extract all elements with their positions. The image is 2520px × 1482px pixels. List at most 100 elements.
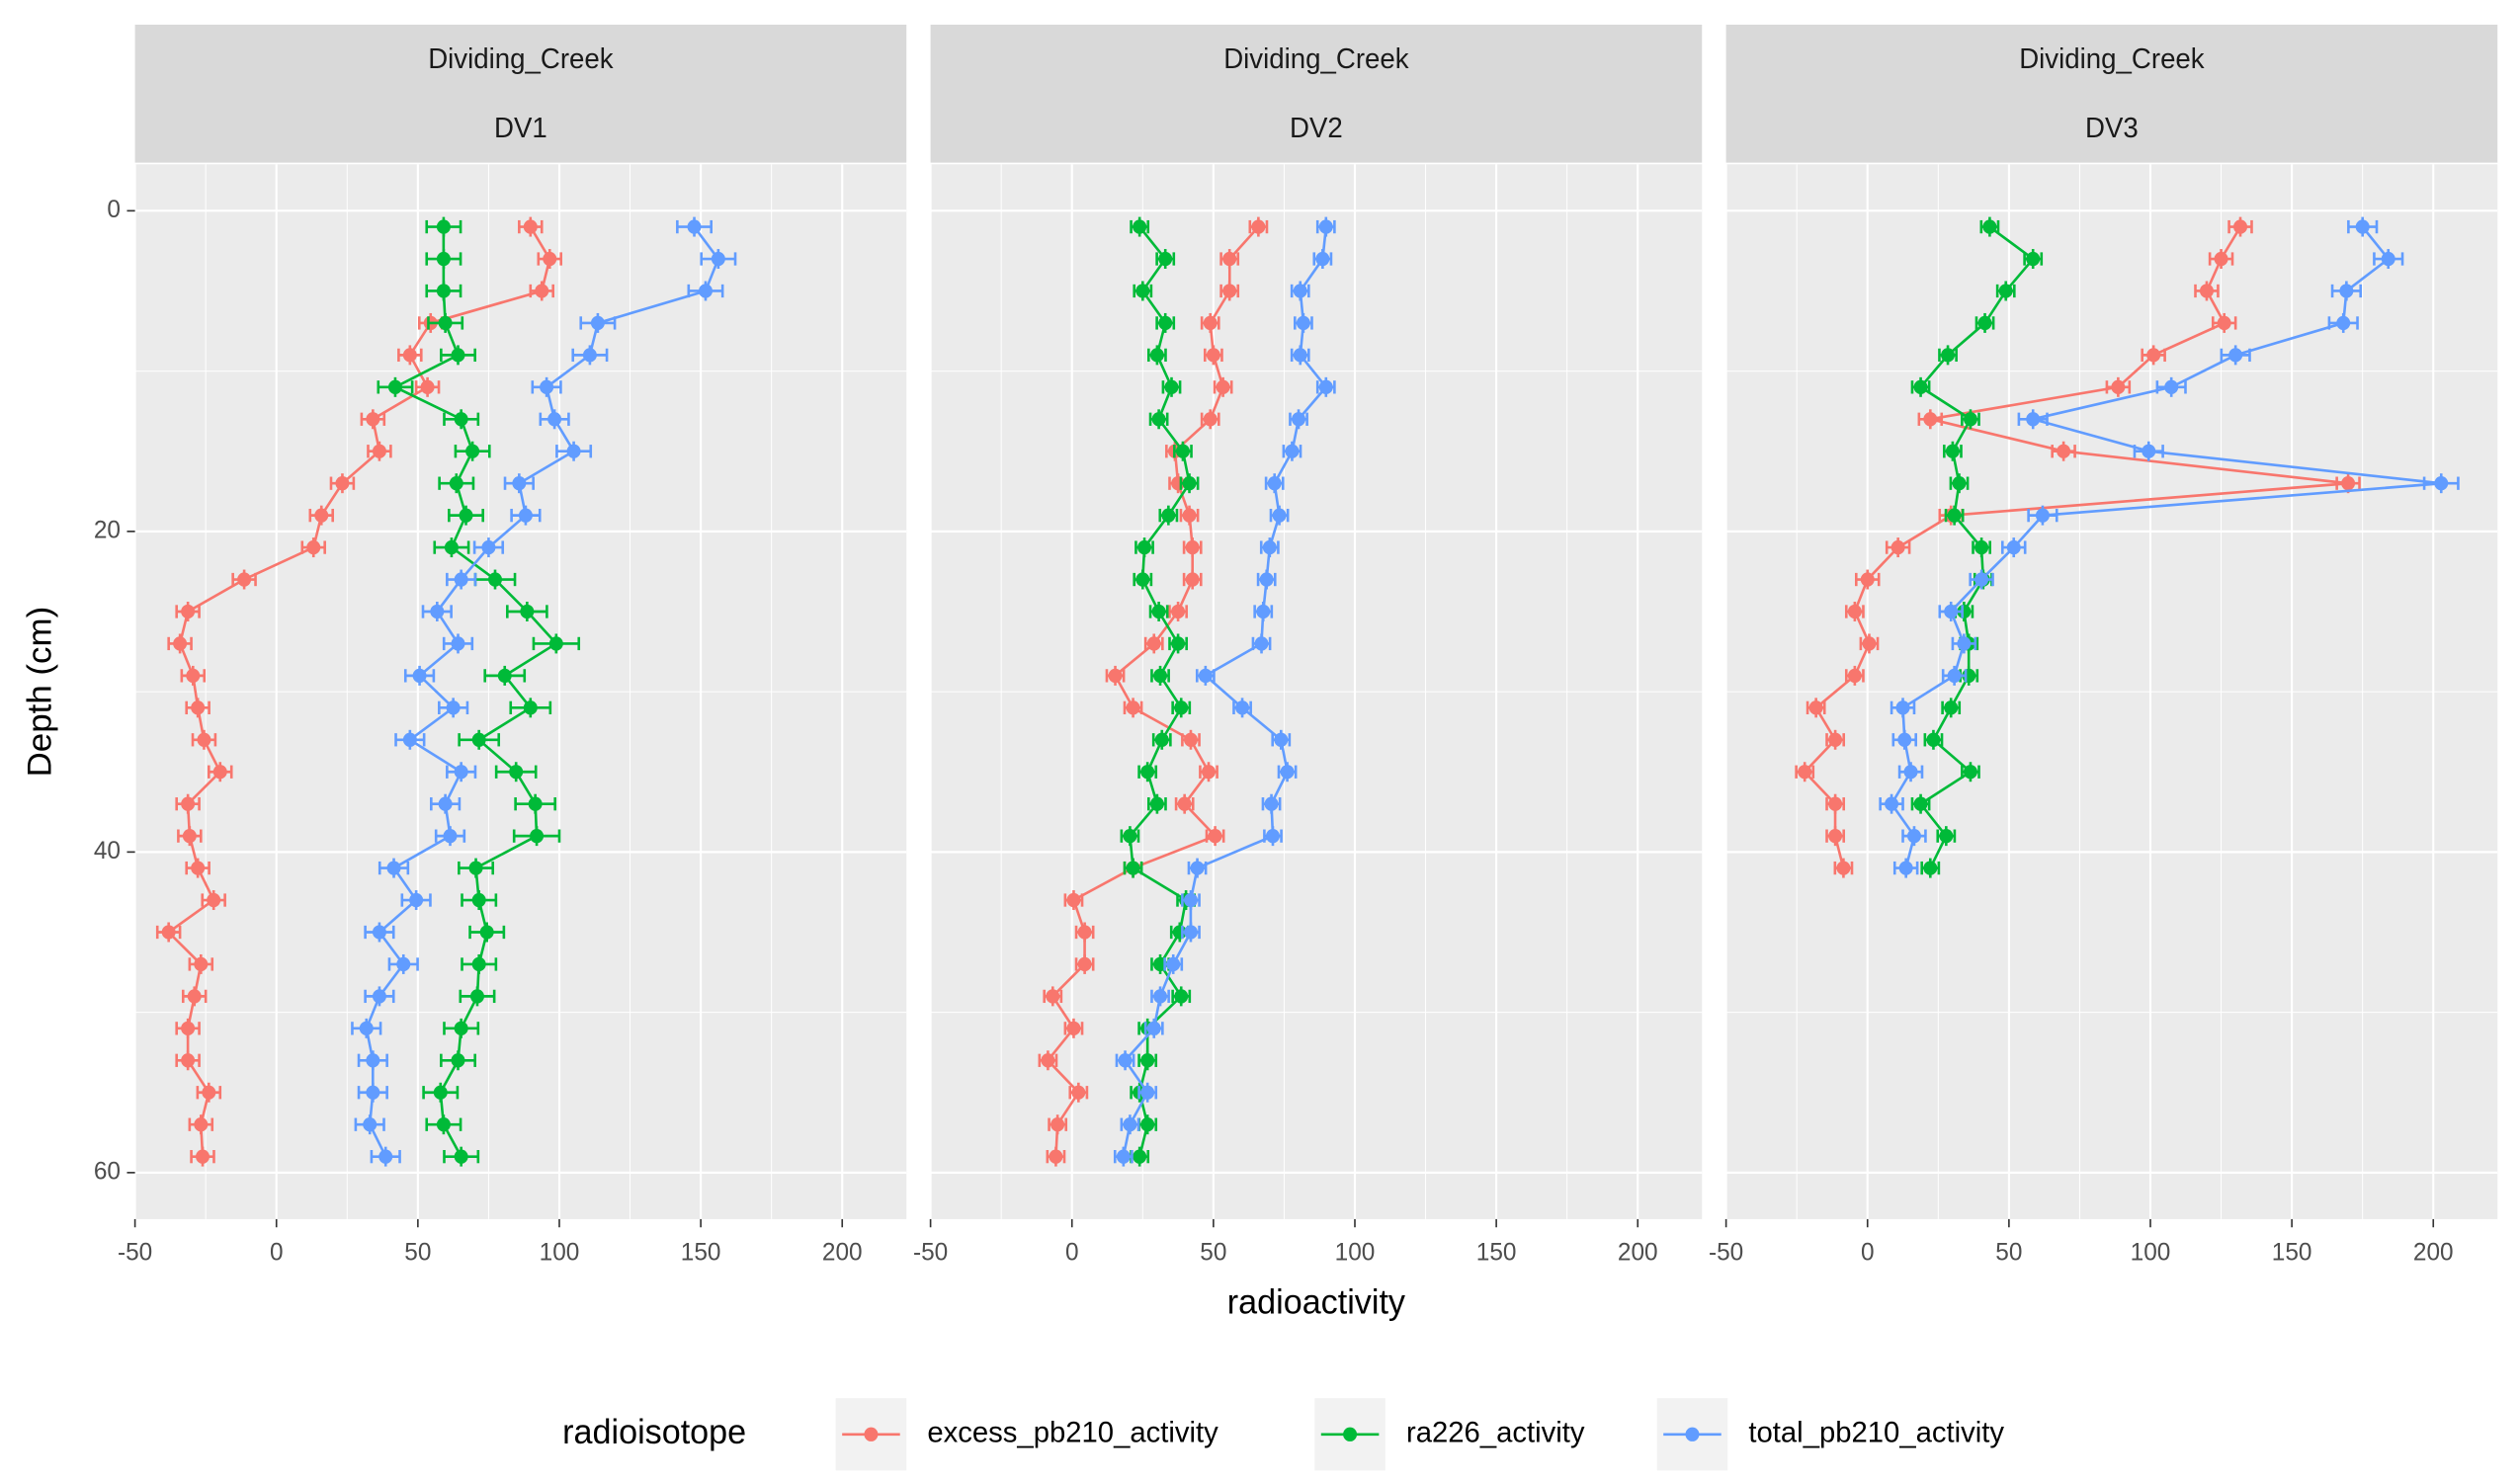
- point: [1140, 1117, 1155, 1132]
- x-tick-label: 50: [1995, 1239, 2022, 1266]
- point: [1828, 828, 1843, 844]
- point: [1798, 765, 1812, 780]
- point: [366, 412, 380, 427]
- point: [436, 284, 451, 298]
- point: [1151, 412, 1166, 427]
- point: [412, 668, 427, 684]
- point: [1133, 1149, 1147, 1164]
- legend-title: radioisotope: [562, 1414, 746, 1451]
- point: [1050, 1117, 1065, 1132]
- point: [438, 315, 453, 331]
- point: [314, 508, 329, 523]
- point: [1166, 956, 1181, 972]
- point: [1066, 892, 1081, 908]
- point: [1963, 765, 1977, 780]
- point: [1174, 989, 1189, 1004]
- point: [1140, 765, 1155, 780]
- point: [543, 251, 557, 267]
- point: [181, 604, 196, 619]
- point: [459, 508, 473, 523]
- point: [451, 636, 465, 651]
- point: [1077, 956, 1092, 972]
- point: [372, 925, 386, 940]
- point: [1847, 668, 1862, 684]
- point: [479, 925, 494, 940]
- point: [1164, 379, 1179, 394]
- point: [1171, 636, 1186, 651]
- point: [1175, 444, 1190, 458]
- point: [1293, 284, 1307, 298]
- legend-key-point: [1685, 1427, 1700, 1441]
- point: [1198, 668, 1213, 684]
- point: [1203, 412, 1218, 427]
- point: [161, 925, 176, 940]
- point: [497, 668, 512, 684]
- y-tick-label: 60: [94, 1158, 121, 1185]
- point: [1923, 861, 1938, 875]
- point: [471, 956, 486, 972]
- point: [1285, 444, 1300, 458]
- point: [481, 539, 496, 555]
- point: [372, 444, 386, 458]
- legend-key-point: [1343, 1427, 1358, 1441]
- point: [430, 604, 445, 619]
- point: [548, 636, 563, 651]
- point: [711, 251, 725, 267]
- point: [1140, 1085, 1155, 1100]
- point: [1903, 765, 1918, 780]
- point: [363, 1117, 378, 1132]
- point: [1895, 700, 1910, 715]
- point: [1926, 732, 1941, 747]
- legend-label: ra226_activity: [1406, 1416, 1585, 1448]
- point: [1860, 572, 1875, 587]
- strip-label: Dividing_Creek: [428, 43, 614, 74]
- point: [1123, 1117, 1137, 1132]
- point: [1146, 636, 1161, 651]
- point: [2339, 284, 2354, 298]
- point: [386, 861, 401, 875]
- point: [1947, 668, 1962, 684]
- point: [1140, 1053, 1155, 1068]
- y-tick-label: 0: [107, 197, 121, 223]
- point: [1222, 284, 1237, 298]
- point: [1183, 925, 1198, 940]
- strip-label: DV1: [494, 113, 547, 143]
- point: [2214, 251, 2228, 267]
- point: [237, 572, 252, 587]
- strip-background: [1725, 24, 2498, 163]
- point: [1828, 732, 1843, 747]
- point: [1318, 219, 1333, 234]
- point: [1293, 348, 1307, 363]
- point: [2233, 219, 2248, 234]
- point: [1123, 828, 1137, 844]
- point: [1183, 732, 1198, 747]
- point: [1153, 989, 1168, 1004]
- point: [202, 1085, 216, 1100]
- point: [1267, 476, 1282, 491]
- x-tick-label: 0: [1861, 1239, 1875, 1266]
- point: [1957, 604, 1972, 619]
- point: [1185, 572, 1200, 587]
- point: [1185, 539, 1200, 555]
- point: [396, 956, 411, 972]
- point: [1913, 796, 1928, 811]
- strip-background: [134, 24, 907, 163]
- point: [488, 572, 503, 587]
- point: [1315, 251, 1330, 267]
- point: [1897, 732, 1912, 747]
- point: [387, 379, 402, 394]
- point: [1259, 572, 1274, 587]
- point: [335, 476, 350, 491]
- point: [2355, 219, 2370, 234]
- point: [530, 828, 545, 844]
- point: [2217, 315, 2231, 331]
- point: [409, 892, 424, 908]
- point: [194, 956, 209, 972]
- point: [2142, 444, 2156, 458]
- point: [1274, 732, 1289, 747]
- point: [2228, 348, 2243, 363]
- point: [468, 861, 483, 875]
- strip-label: DV3: [2085, 113, 2139, 143]
- point: [1182, 476, 1197, 491]
- point: [378, 1149, 393, 1164]
